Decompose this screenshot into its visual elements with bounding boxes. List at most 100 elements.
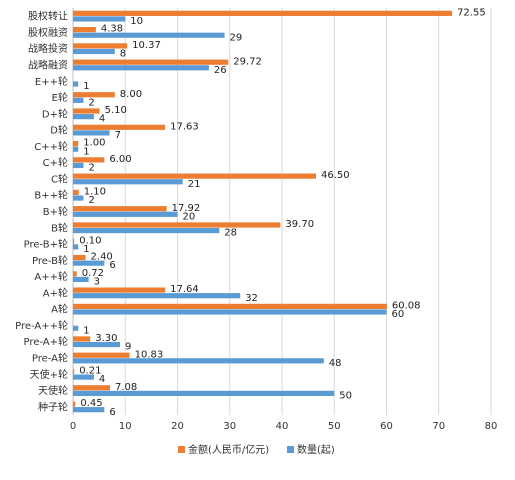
category-label: B++轮 [34,189,68,202]
bar-amount [73,336,91,342]
bar-amount [73,303,387,309]
data-label-amount: 6.00 [109,154,131,165]
data-label-count: 26 [214,65,227,76]
data-label-amount: 8.00 [120,89,142,100]
x-tick-label: 50 [328,421,341,432]
x-tick-label: 0 [70,421,76,432]
x-tick-label: 60 [380,421,393,432]
data-label-count: 21 [188,179,201,190]
bar-count [73,97,84,103]
bar-amount [73,401,76,407]
data-label-count: 1 [83,244,89,255]
data-label-count: 2 [88,163,94,174]
category-label: 天使轮 [38,384,68,397]
category-label: D轮 [50,124,68,137]
category-label: C++轮 [34,140,68,153]
bar-amount [73,189,79,196]
category-label: 战略投资 [28,42,68,55]
data-label-count: 8 [120,49,126,60]
x-axis-tick-labels: 0 10 20 30 40 50 60 70 80 [70,421,498,432]
bar-amount [73,254,86,261]
data-label-amount: 0.45 [80,398,102,409]
bars [73,10,453,413]
legend-label: 数量(起) [297,443,335,456]
category-label: 种子轮 [38,400,68,413]
bar-amount [73,385,110,391]
bar-amount [73,222,281,228]
x-tick-label: 40 [276,421,289,432]
data-label-count: 1 [83,146,89,157]
category-label: Pre-A++轮 [15,319,68,332]
data-label-amount: 17.92 [172,203,201,214]
category-label: B轮 [51,221,68,234]
bar-amount [73,27,96,33]
x-tick-label: 10 [119,421,132,432]
bar-count [73,146,79,152]
data-label-amount: 0.21 [79,366,101,377]
x-tick-label: 70 [432,421,445,432]
data-label-amount: 5.10 [105,105,127,116]
bar-count [73,325,79,331]
data-label-count: 1 [83,325,89,336]
category-label: Pre-A轮 [32,352,68,365]
data-label-count: 20 [183,211,196,222]
legend-swatch [287,446,294,453]
bar-count [73,65,209,71]
category-label: E++轮 [35,75,68,88]
data-label-count: 48 [329,358,342,369]
category-label: 股权转让 [28,10,68,23]
data-label-amount: 29.72 [233,56,262,67]
legend: 金额(人民币/亿元) 数量(起) [178,443,335,456]
data-label-count: 7 [115,130,121,141]
data-label-count: 2 [88,195,94,206]
data-label-count: 6 [109,260,115,271]
bar-count [73,341,121,348]
x-tick-label: 30 [223,421,236,432]
category-label: Pre-A+轮 [23,335,68,348]
data-label-amount: 10.83 [135,349,164,360]
data-label-amount: 0.10 [79,235,101,246]
category-label: 战略融资 [28,58,68,71]
bar-count [73,81,79,87]
bar-count [73,195,84,201]
category-label: 股权融资 [28,26,68,39]
category-label: A+轮 [43,286,68,299]
category-label: 天使+轮 [30,368,68,381]
bar-amount [73,10,453,16]
data-label-amount: 72.55 [457,7,486,18]
bar-count [73,16,126,22]
bar-count [73,48,115,55]
legend-label: 金额(人民币/亿元) [188,443,269,456]
bar-amount [73,108,100,114]
data-label-count: 9 [125,342,131,353]
bar-count [73,358,324,364]
bar-count [73,244,79,250]
data-label-amount: 4.38 [101,24,123,35]
data-label-count: 2 [88,97,94,108]
data-label-amount: 7.08 [115,382,137,393]
bar-amount [73,271,77,277]
data-label-count: 4 [99,114,105,125]
bar-amount [73,352,130,358]
data-label-amount: 10.37 [132,40,161,51]
bar-count [73,293,241,299]
bar-count [73,276,89,283]
data-label-count: 10 [130,16,143,27]
data-labels: 72.55104.382910.37829.722618.0025.10417.… [79,7,486,417]
data-label-count: 6 [109,407,115,418]
category-label: Pre-B轮 [32,254,68,267]
bar-count [73,260,105,266]
category-label: C轮 [51,172,68,185]
data-label-count: 28 [224,228,237,239]
data-label-amount: 0.72 [82,268,104,279]
bar-count [73,130,110,136]
data-label-amount: 17.64 [170,284,199,295]
bar-amount [73,206,167,212]
category-label: D+轮 [42,107,68,120]
data-label-count: 50 [339,390,352,401]
bar-amount [73,173,316,179]
data-label-amount: 39.70 [285,219,314,230]
data-label-count: 3 [94,277,100,288]
x-tick-label: 80 [485,421,498,432]
